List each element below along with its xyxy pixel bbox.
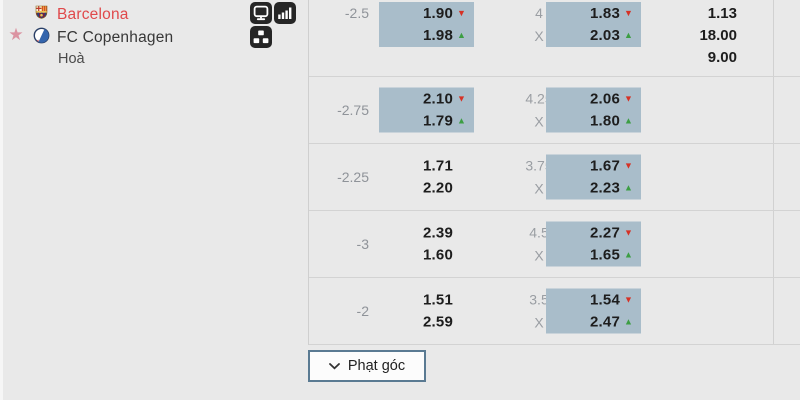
odds-value: 1.83 [590, 4, 620, 22]
full-time-home-odds[interactable]: 1.13 [707, 4, 737, 22]
home-team-name: Barcelona [57, 6, 129, 23]
corner-kick-button[interactable]: Phạt góc [308, 350, 426, 382]
trend-arrow-icon: ▲ [624, 115, 633, 126]
line-column: 4.5 X [507, 222, 571, 267]
odds-value: 1.54 [590, 291, 620, 309]
line-column: 3.75 X [507, 155, 571, 200]
full-time-odds-column: 1.13 18.00 9.00 [639, 2, 737, 68]
x-label: X [534, 314, 544, 331]
page-edge [0, 0, 3, 400]
odds-value: 2.59 [423, 313, 453, 331]
odds-value: 2.23 [590, 179, 620, 197]
barcelona-crest-icon [35, 5, 48, 19]
lineup-icon [253, 30, 269, 44]
odds-value: 1.79 [423, 112, 453, 130]
trend-arrow-icon: ▼ [457, 7, 466, 18]
odds-value: 2.39 [423, 224, 453, 242]
line-column: 4 X [507, 2, 571, 47]
trend-arrow-icon: ▼ [624, 160, 633, 171]
odds-value: 2.27 [590, 224, 620, 242]
handicap-odds-cell[interactable]: 1.90 ▼ 1.98 ▲ [379, 2, 474, 47]
line-value: 3.75 [525, 157, 553, 174]
line-value: 4.25 [525, 90, 553, 107]
trend-arrow-icon: ▼ [624, 7, 633, 18]
draw-label: Hoà [58, 51, 85, 67]
odds-value: 1.98 [423, 27, 453, 45]
odds-value: 2.10 [423, 90, 453, 108]
live-tv-button[interactable] [250, 2, 272, 24]
handicap-column: -2.5 [309, 2, 369, 25]
chevron-down-icon [328, 362, 340, 370]
trend-arrow-icon: ▼ [624, 93, 633, 104]
trend-arrow-icon: ▼ [457, 93, 466, 104]
trend-arrow-icon: ▲ [624, 249, 633, 260]
secondary-odds-cell[interactable]: 1.54 ▼ 2.47 ▲ [546, 288, 641, 334]
odds-row: -2.25 1.71 2.20 3.75 X 1.67 ▼ 2.23 ▲ [309, 144, 800, 211]
trend-arrow-icon: ▲ [457, 30, 466, 41]
trend-arrow-icon: ▲ [457, 115, 466, 126]
handicap-odds-table: -2.5 1.90 ▼ 1.98 ▲ 4 X 1.83 ▼ 2.03 ▲ 1.13 18… [308, 0, 800, 345]
full-time-draw-odds[interactable]: 9.00 [707, 48, 737, 66]
line-value: 3.5 [529, 291, 549, 308]
handicap-column: -2.25 [309, 166, 369, 189]
line-column: 3.5 X [507, 289, 571, 334]
odds-value: 2.20 [423, 179, 453, 197]
odds-value: 2.06 [590, 90, 620, 108]
handicap-value: -2.25 [337, 169, 369, 185]
bar-chart-icon [278, 7, 292, 19]
line-value: 4 [535, 5, 543, 22]
tv-icon [253, 5, 269, 21]
handicap-value: -3 [356, 236, 369, 252]
handicap-column: -3 [309, 233, 369, 256]
odds-value: 1.67 [590, 157, 620, 175]
odds-value: 2.03 [590, 27, 620, 45]
star-icon[interactable]: ★ [8, 25, 24, 44]
line-column: 4.25 X [507, 88, 571, 133]
trend-arrow-icon: ▼ [624, 227, 633, 238]
odds-value: 1.60 [423, 246, 453, 264]
trend-arrow-icon: ▲ [624, 30, 633, 41]
secondary-odds-cell[interactable]: 1.83 ▼ 2.03 ▲ [546, 2, 641, 47]
handicap-value: -2.5 [344, 5, 369, 22]
full-time-away-odds[interactable]: 18.00 [699, 26, 737, 44]
trend-arrow-icon: ▲ [624, 182, 633, 193]
handicap-odds-cell[interactable]: 2.39 1.60 [379, 222, 474, 267]
odds-value: 1.71 [423, 157, 453, 175]
handicap-odds-cell[interactable]: 1.71 2.20 [379, 155, 474, 200]
secondary-odds-cell[interactable]: 2.27 ▼ 1.65 ▲ [546, 221, 641, 267]
x-label: X [534, 180, 544, 197]
odds-row: -2 1.51 2.59 3.5 X 1.54 ▼ 2.47 ▲ [309, 278, 800, 345]
odds-row: -2.5 1.90 ▼ 1.98 ▲ 4 X 1.83 ▼ 2.03 ▲ 1.13 18… [309, 0, 800, 77]
handicap-odds-cell[interactable]: 1.51 2.59 [379, 289, 474, 334]
trend-arrow-icon: ▼ [624, 294, 633, 305]
secondary-odds-cell[interactable]: 2.06 ▼ 1.80 ▲ [546, 87, 641, 133]
handicap-odds-cell[interactable]: 2.10 ▼ 1.79 ▲ [379, 87, 474, 133]
odds-value: 1.51 [423, 291, 453, 309]
x-label: X [534, 113, 544, 130]
handicap-column: -2.75 [309, 99, 369, 122]
secondary-odds-cell[interactable]: 1.67 ▼ 2.23 ▲ [546, 154, 641, 200]
line-value: 4.5 [529, 224, 549, 241]
stats-button[interactable] [274, 2, 296, 24]
handicap-value: -2 [356, 303, 369, 319]
odds-row: -3 2.39 1.60 4.5 X 2.27 ▼ 1.65 ▲ [309, 211, 800, 278]
handicap-column: -2 [309, 300, 369, 323]
handicap-value: -2.75 [337, 102, 369, 118]
copenhagen-logo-icon [33, 27, 50, 44]
odds-value: 1.90 [423, 4, 453, 22]
odds-value: 2.47 [590, 313, 620, 331]
x-label: X [534, 247, 544, 264]
away-team-name: FC Copenhagen [57, 29, 174, 46]
column-divider [773, 0, 774, 345]
odds-value: 1.80 [590, 112, 620, 130]
trend-arrow-icon: ▲ [624, 316, 633, 327]
lineup-button[interactable] [250, 26, 272, 48]
corner-kick-label: Phạt góc [347, 358, 406, 374]
x-label: X [534, 27, 544, 44]
odds-row: -2.75 2.10 ▼ 1.79 ▲ 4.25 X 2.06 ▼ 1.80 ▲ [309, 77, 800, 144]
odds-value: 1.65 [590, 246, 620, 264]
